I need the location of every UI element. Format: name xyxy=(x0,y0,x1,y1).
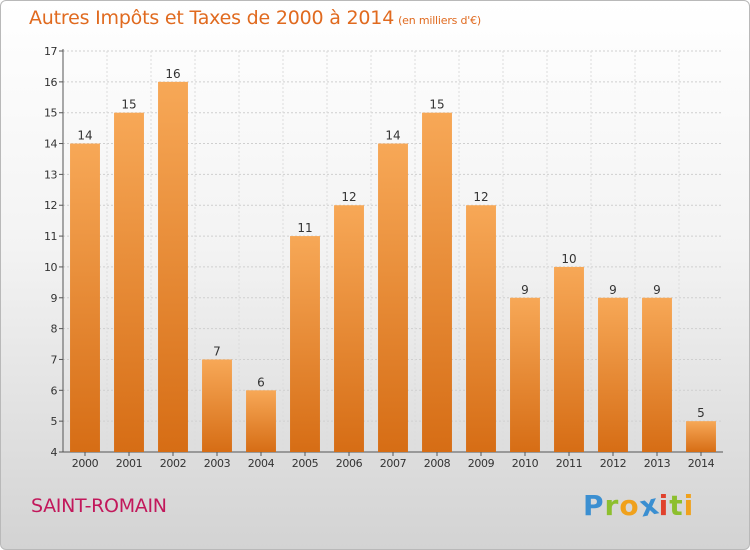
bar-value-label: 6 xyxy=(257,375,265,389)
x-tick-label: 2007 xyxy=(380,457,407,470)
x-tick-label: 2010 xyxy=(512,457,539,470)
x-tick-label: 2002 xyxy=(160,457,186,470)
x-tick-label: 2004 xyxy=(248,457,275,470)
bar xyxy=(334,205,364,452)
x-tick-label: 2011 xyxy=(556,457,582,470)
bar-value-label: 9 xyxy=(521,283,529,297)
logo-letter: i xyxy=(658,489,670,522)
bar xyxy=(686,421,716,452)
y-tick-label: 8 xyxy=(51,323,58,336)
y-tick-label: 17 xyxy=(44,45,57,58)
x-tick-label: 2005 xyxy=(292,457,319,470)
bar xyxy=(114,112,144,452)
bar xyxy=(202,359,232,452)
logo-letter: o xyxy=(619,489,640,522)
x-tick-label: 2012 xyxy=(600,457,626,470)
commune-name: SAINT-ROMAIN xyxy=(31,495,167,517)
bar-value-label: 15 xyxy=(121,98,136,112)
y-tick-label: 13 xyxy=(44,168,57,181)
y-tick-label: 12 xyxy=(44,199,57,212)
bar xyxy=(422,112,452,452)
y-tick-label: 5 xyxy=(51,415,58,428)
bar-value-label: 12 xyxy=(341,190,356,204)
y-tick-label: 9 xyxy=(51,292,58,305)
x-tick-label: 2000 xyxy=(72,457,99,470)
bar-value-label: 9 xyxy=(609,283,617,297)
chart-title: Autres Impôts et Taxes de 2000 à 2014 (en… xyxy=(29,7,481,29)
y-tick-label: 7 xyxy=(51,353,58,366)
y-tick-label: 4 xyxy=(51,446,58,459)
logo-letter: i xyxy=(683,489,695,522)
bar-value-label: 14 xyxy=(77,129,92,143)
x-tick-label: 2003 xyxy=(204,457,231,470)
x-tick-label: 2008 xyxy=(424,457,451,470)
logo-letter: t xyxy=(669,489,684,522)
x-tick-label: 2009 xyxy=(468,457,495,470)
bar-value-label: 5 xyxy=(697,406,705,420)
y-tick-label: 14 xyxy=(44,138,57,151)
bar xyxy=(70,143,100,453)
bar xyxy=(642,297,672,452)
x-tick-label: 2006 xyxy=(336,457,363,470)
bar-value-label: 16 xyxy=(165,67,180,81)
bar xyxy=(246,390,276,452)
bar xyxy=(510,297,540,452)
bar xyxy=(554,266,584,452)
bar-value-label: 10 xyxy=(561,252,576,266)
x-tick-label: 2014 xyxy=(688,457,715,470)
y-tick-label: 16 xyxy=(44,76,57,89)
y-tick-label: 15 xyxy=(44,107,57,120)
bar-value-label: 14 xyxy=(385,129,400,143)
logo-letter: r xyxy=(604,489,620,522)
chart-title-text: Autres Impôts et Taxes de 2000 à 2014 xyxy=(29,7,395,29)
bar-value-label: 7 xyxy=(213,344,221,358)
bar xyxy=(378,143,408,453)
bar-value-label: 15 xyxy=(429,98,444,112)
bar xyxy=(598,297,628,452)
y-tick-label: 6 xyxy=(51,384,58,397)
y-tick-label: 10 xyxy=(44,261,57,274)
bar-value-label: 11 xyxy=(297,221,312,235)
proxiti-logo[interactable]: Proxiti xyxy=(583,487,695,523)
bar-value-label: 12 xyxy=(473,190,488,204)
x-tick-label: 2013 xyxy=(644,457,671,470)
chart-unit: (en milliers d'€) xyxy=(398,14,481,27)
bar-value-label: 9 xyxy=(653,283,661,297)
bar xyxy=(290,236,320,452)
bar xyxy=(158,81,188,452)
x-tick-label: 2001 xyxy=(116,457,142,470)
logo-letter: P xyxy=(583,489,605,522)
bar xyxy=(466,205,496,452)
y-tick-label: 11 xyxy=(44,230,57,243)
